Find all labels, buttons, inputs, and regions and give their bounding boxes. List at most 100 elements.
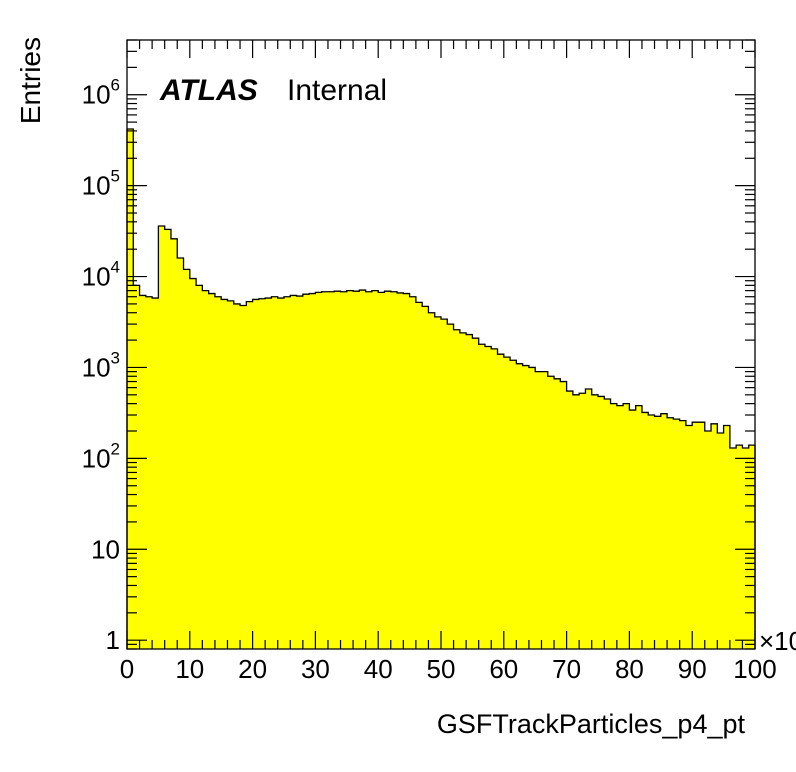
histogram-bar	[447, 324, 454, 649]
histogram-bar	[378, 292, 385, 649]
histogram-bar	[748, 445, 756, 649]
x-multiplier-label: ×10	[759, 626, 796, 656]
histogram-bar	[641, 412, 649, 649]
histogram-bar	[233, 303, 241, 649]
y-tick-label: 10	[91, 534, 120, 564]
x-tick-label: 80	[615, 654, 644, 684]
y-tick-label: 103	[82, 348, 120, 382]
histogram-bar	[390, 291, 398, 649]
y-tick-label: 1	[106, 625, 120, 655]
histogram-bar	[516, 363, 524, 649]
x-tick-label: 90	[678, 654, 707, 684]
histogram-bar	[296, 296, 304, 649]
histogram-bar	[302, 294, 310, 649]
histogram-bar	[284, 296, 291, 649]
x-tick-label: 50	[427, 654, 456, 684]
histogram-bar	[459, 332, 467, 649]
histogram-bar	[434, 316, 442, 649]
histogram-bar	[252, 299, 260, 649]
histogram-bar	[560, 381, 567, 649]
histogram-bar	[729, 448, 737, 649]
histogram-bar	[177, 258, 184, 649]
y-tick-label: 106	[82, 76, 120, 110]
y-tick-label: 105	[82, 167, 120, 201]
histogram-bar	[673, 419, 681, 649]
histogram-bar	[315, 292, 323, 649]
histogram-bar	[189, 278, 197, 649]
histogram-bar	[290, 295, 297, 649]
histogram-bar	[742, 448, 750, 649]
histogram-bar	[610, 403, 618, 649]
histogram-bar	[654, 416, 662, 649]
histogram-bar	[484, 346, 492, 649]
histogram-bar	[202, 290, 210, 649]
histogram-bar	[164, 229, 172, 649]
histogram-bar	[321, 291, 329, 649]
histogram-bar	[723, 425, 731, 649]
histogram-bar	[371, 290, 379, 649]
x-tick-label: 10	[175, 654, 204, 684]
histogram-bar	[604, 398, 611, 649]
histogram-bar	[528, 367, 536, 649]
histogram-bar	[522, 365, 530, 649]
x-tick-label: 20	[238, 654, 267, 684]
histogram-bar	[535, 371, 542, 649]
histogram-bar	[491, 348, 498, 649]
histogram-bar	[497, 354, 505, 649]
histogram-bar	[214, 296, 222, 649]
histogram-bar	[240, 305, 247, 649]
histogram-bar	[409, 296, 417, 649]
histogram-bar	[384, 291, 392, 649]
histogram-bar	[265, 298, 272, 649]
histogram-bar	[667, 417, 674, 649]
histogram-bar	[428, 312, 436, 649]
histogram-bar	[566, 391, 574, 649]
histogram-bar	[704, 431, 712, 649]
histogram-bar	[397, 292, 404, 649]
histogram-bar	[692, 422, 699, 649]
histogram-bar	[152, 298, 159, 649]
histogram-bar	[170, 238, 178, 649]
histogram-bar	[711, 423, 718, 649]
histogram-bar	[635, 405, 643, 649]
x-tick-label: 100	[733, 654, 776, 684]
histogram-bar	[227, 300, 235, 649]
histogram-bar	[717, 433, 724, 649]
histogram-bar	[258, 298, 266, 649]
histogram-bar	[679, 420, 687, 649]
histogram-bar	[415, 302, 423, 649]
histogram-bar	[579, 393, 586, 649]
histogram-bar	[346, 290, 354, 649]
histogram-bar	[698, 422, 706, 649]
histogram-bar	[598, 396, 605, 649]
histogram-bar	[554, 378, 561, 649]
histogram-bar	[466, 334, 473, 649]
histogram-outline	[126, 128, 756, 649]
x-tick-label: 0	[120, 654, 134, 684]
atlas-label: ATLAS	[159, 74, 258, 107]
histogram-bar	[453, 329, 461, 649]
histogram-bar	[196, 285, 203, 649]
y-tick-label: 104	[82, 258, 120, 292]
x-tick-label: 30	[301, 654, 330, 684]
histogram-bar	[422, 306, 429, 649]
y-axis-title: Entries	[15, 37, 46, 124]
histogram-bar	[616, 405, 624, 649]
x-tick-label: 40	[364, 654, 393, 684]
histogram-bar	[591, 394, 599, 649]
x-tick-label: 60	[489, 654, 518, 684]
plot-frame	[126, 39, 756, 650]
histogram-bar	[353, 291, 360, 649]
y-tick-label: 102	[82, 439, 120, 473]
histogram-bar	[572, 394, 580, 649]
histogram-bar	[127, 128, 134, 650]
x-axis-title: GSFTrackParticles_p4_pt	[437, 709, 746, 739]
histogram-bar	[359, 290, 367, 649]
histogram-bar	[648, 415, 655, 649]
histogram-bar	[736, 445, 743, 649]
histogram-layer	[126, 128, 756, 650]
histogram-bar	[334, 291, 341, 649]
histogram-bar	[547, 376, 555, 649]
